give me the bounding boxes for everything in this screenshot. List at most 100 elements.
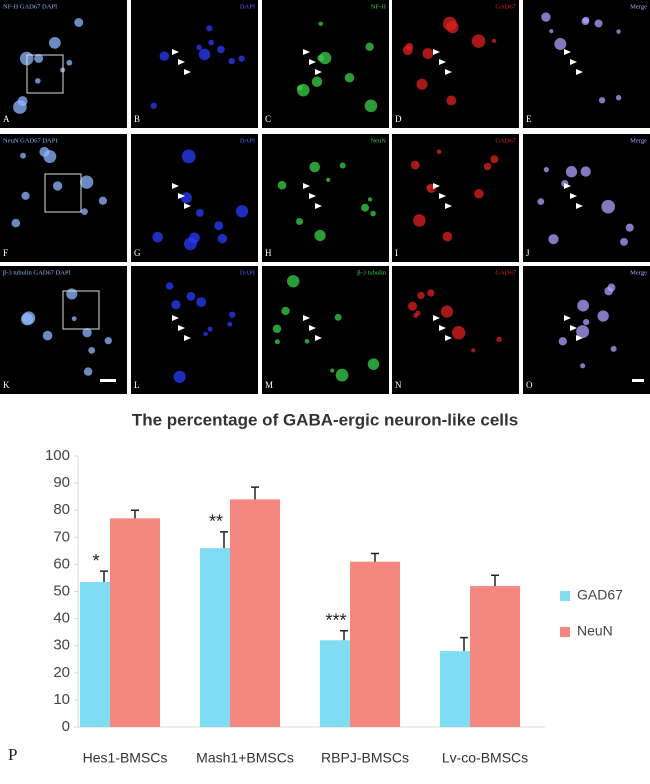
arrowhead	[315, 335, 322, 341]
cell	[274, 339, 280, 345]
cell	[287, 275, 300, 288]
cell	[88, 346, 96, 354]
arrowhead	[564, 49, 571, 55]
arrowhead	[564, 315, 571, 321]
channel-label: NF-H GAD67 DAPI	[3, 3, 57, 10]
arrowhead	[178, 325, 185, 331]
x-tick-label: Hes1-BMSCs	[83, 750, 168, 766]
cell	[410, 160, 420, 170]
panel-letter: C	[265, 114, 271, 124]
cell	[165, 282, 174, 290]
cell	[150, 102, 157, 109]
cell	[402, 45, 413, 56]
arrowhead	[315, 203, 322, 209]
cell	[196, 44, 202, 51]
scale-bar	[632, 379, 644, 382]
panel-letter: D	[395, 114, 402, 124]
cell	[217, 233, 228, 244]
cell	[543, 166, 550, 173]
micrograph	[523, 134, 650, 262]
cell	[296, 83, 310, 97]
cell	[537, 198, 545, 206]
cell	[235, 205, 249, 218]
micrograph	[0, 266, 127, 394]
cell	[558, 337, 567, 346]
significance-label: *	[92, 551, 99, 571]
cell	[594, 19, 603, 28]
cell	[196, 297, 207, 308]
cell	[335, 368, 349, 382]
cell	[607, 283, 616, 292]
cell	[601, 199, 616, 214]
arrowhead	[433, 49, 440, 55]
cell	[413, 214, 426, 227]
cell	[228, 311, 236, 318]
cell	[422, 48, 434, 59]
channel-label: DAPI	[240, 269, 255, 276]
cell	[496, 336, 502, 343]
panel-letter: E	[526, 114, 532, 124]
y-tick-label: 90	[53, 474, 70, 491]
bar	[110, 518, 160, 727]
cell	[42, 330, 53, 341]
cell	[207, 326, 213, 332]
y-tick-label: 30	[53, 637, 70, 654]
panel-letter: M	[265, 380, 273, 390]
cell	[171, 300, 181, 310]
cell	[326, 177, 331, 182]
cell	[426, 185, 431, 190]
cell	[214, 221, 224, 231]
cell	[311, 76, 323, 87]
arrowhead	[576, 69, 583, 75]
bar	[440, 651, 470, 727]
y-tick-label: 40	[53, 610, 70, 627]
significance-label: **	[209, 512, 223, 532]
error-bar	[371, 552, 379, 562]
arrowhead	[570, 325, 577, 331]
cell	[565, 166, 578, 178]
cell	[583, 318, 590, 326]
cell	[577, 299, 590, 312]
bar	[200, 548, 230, 727]
arrowhead	[184, 203, 191, 209]
cell	[339, 162, 346, 169]
cell	[576, 325, 590, 339]
micrograph	[392, 0, 519, 128]
cell	[446, 95, 457, 106]
cell	[48, 36, 61, 49]
micrograph	[262, 266, 389, 394]
panel-letter: N	[395, 380, 402, 390]
panel-letter: P	[8, 745, 17, 764]
cell	[52, 181, 63, 191]
cell	[474, 188, 484, 199]
cell	[20, 152, 26, 159]
panel-letter: J	[526, 248, 530, 258]
cell	[361, 203, 370, 212]
bar	[470, 586, 520, 727]
error-bar	[491, 574, 499, 587]
cell	[440, 305, 454, 318]
cell	[195, 208, 204, 217]
bar	[350, 561, 400, 727]
cell	[415, 310, 421, 316]
arrowhead	[439, 325, 446, 331]
y-tick-label: 0	[62, 718, 70, 735]
arrowhead	[172, 315, 179, 321]
cell	[13, 100, 27, 114]
arrowhead	[303, 315, 310, 321]
arrowhead	[309, 193, 316, 199]
y-tick-label: 20	[53, 664, 70, 681]
bar	[80, 582, 110, 727]
legend-label: NeuN	[577, 623, 613, 639]
cell	[408, 301, 417, 311]
cell	[281, 306, 290, 316]
panel-letter: F	[3, 248, 8, 258]
cell	[471, 348, 476, 353]
cell	[598, 97, 606, 104]
inset-box	[26, 54, 64, 94]
micrograph	[131, 0, 258, 128]
inset-box	[44, 173, 82, 213]
panel-letter: I	[395, 248, 398, 258]
cell	[436, 149, 442, 154]
